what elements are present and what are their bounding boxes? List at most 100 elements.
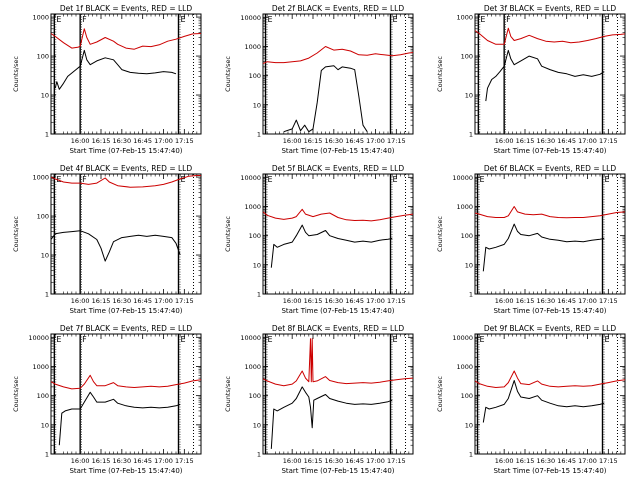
panel-1: Det 1f BLACK = Events, RED = LLD Counts/s…: [12, 4, 202, 155]
x-axis-label: Start Time (07-Feb-15 15:47:40): [493, 147, 606, 155]
panel-title: Det 6f BLACK = Events, RED = LLD: [484, 164, 617, 173]
y-tick-label: 10: [41, 252, 49, 260]
x-tick-label: 16:30: [112, 457, 131, 465]
x-tick-label: 16:30: [324, 457, 343, 465]
y-tick-label: 10: [41, 92, 49, 100]
panel-title: Det 1f BLACK = Events, RED = LLD: [60, 4, 193, 13]
x-tick-label: 17:00: [366, 457, 385, 465]
x-tick-label: 17:00: [154, 457, 173, 465]
series-events-line: [482, 223, 605, 272]
y-tick-label: 10000: [28, 334, 49, 342]
x-tick-label: 16:00: [283, 297, 302, 305]
x-tick-label: 16:15: [92, 297, 111, 305]
y-axis-label: Counts/sec: [436, 56, 444, 92]
series-events-line: [482, 380, 605, 423]
y-tick-label: 1: [257, 131, 261, 139]
series-events-line: [54, 49, 177, 90]
flag-marker-label: E: [393, 175, 398, 184]
flag-marker-label: E: [268, 175, 273, 184]
panel-title: Det 8f BLACK = Events, RED = LLD: [272, 324, 405, 333]
x-tick-label: 16:45: [557, 297, 576, 305]
y-tick-label: 1000: [32, 174, 49, 182]
flag-marker-label: E: [605, 335, 610, 344]
x-tick-label: 16:30: [536, 457, 555, 465]
panel-title: Det 4f BLACK = Events, RED = LLD: [60, 164, 193, 173]
panel-title: Det 7f BLACK = Events, RED = LLD: [60, 324, 193, 333]
y-tick-label: 1: [469, 131, 473, 139]
x-tick-label: 17:00: [366, 297, 385, 305]
x-tick-label: 17:15: [175, 457, 194, 465]
y-tick-label: 1000: [244, 43, 261, 51]
panel-2: Det 2f BLACK = Events, RED = LLD Counts/s…: [224, 4, 414, 155]
flag-marker-label: E: [181, 175, 186, 184]
panel-7: Det 7f BLACK = Events, RED = LLD Counts/s…: [12, 324, 202, 475]
flag-marker-label: E: [480, 335, 485, 344]
y-tick-label: 100: [249, 392, 261, 400]
y-tick-label: 10000: [240, 174, 261, 182]
panel-title: Det 5f BLACK = Events, RED = LLD: [272, 164, 405, 173]
flag-marker-label: E: [181, 335, 186, 344]
y-tick-label: 10: [41, 421, 49, 429]
y-tick-label: 1000: [456, 363, 473, 371]
y-tick-label: 1000: [32, 14, 49, 22]
panel-5: Det 5f BLACK = Events, RED = LLD Counts/s…: [224, 164, 414, 315]
series-lld-line: [474, 370, 626, 388]
x-tick-label: 16:45: [345, 457, 364, 465]
y-axis-label: Counts/sec: [12, 216, 20, 252]
series-lld-line: [262, 208, 414, 222]
x-tick-label: 17:00: [154, 137, 173, 145]
x-tick-label: 16:15: [92, 457, 111, 465]
series-lld-line: [474, 206, 626, 219]
flag-marker-label: F: [82, 335, 87, 344]
y-tick-label: 1: [257, 291, 261, 299]
x-tick-label: 16:30: [324, 137, 343, 145]
x-tick-label: 16:30: [112, 297, 131, 305]
y-tick-label: 100: [249, 72, 261, 80]
series-events-line: [270, 386, 393, 449]
series-lld-line: [50, 175, 201, 188]
y-tick-label: 100: [461, 53, 473, 61]
x-axis-label: Start Time (07-Feb-15 15:47:40): [281, 307, 394, 315]
flag-marker-label: E: [605, 15, 610, 24]
flag-marker-label: E: [56, 175, 61, 184]
y-axis-label: Counts/sec: [12, 376, 20, 412]
y-axis-label: Counts/sec: [224, 56, 232, 92]
flag-marker-label: E: [268, 15, 273, 24]
y-tick-label: 10000: [240, 14, 261, 22]
x-tick-label: 16:45: [345, 137, 364, 145]
x-tick-label: 17:15: [387, 137, 406, 145]
x-tick-label: 16:30: [324, 297, 343, 305]
series-lld-line: [262, 338, 414, 387]
y-tick-label: 1000: [244, 203, 261, 211]
y-tick-label: 10: [253, 101, 261, 109]
x-axis-label: Start Time (07-Feb-15 15:47:40): [493, 467, 606, 475]
y-tick-label: 100: [461, 232, 473, 240]
flag-marker-label: F: [82, 15, 87, 24]
x-tick-label: 17:15: [599, 297, 618, 305]
flag-marker-label: F: [506, 15, 511, 24]
panel-title: Det 9f BLACK = Events, RED = LLD: [484, 324, 617, 333]
flag-marker-label: E: [480, 175, 485, 184]
flag-marker-label: E: [393, 15, 398, 24]
panel-title: Det 3f BLACK = Events, RED = LLD: [484, 4, 617, 13]
x-axis-label: Start Time (07-Feb-15 15:47:40): [281, 467, 394, 475]
x-tick-label: 16:15: [516, 457, 535, 465]
flag-marker-label: F: [82, 175, 87, 184]
x-tick-label: 16:45: [557, 457, 576, 465]
x-tick-label: 17:00: [366, 137, 385, 145]
x-tick-label: 17:15: [387, 297, 406, 305]
x-tick-label: 16:15: [516, 297, 535, 305]
x-tick-label: 16:15: [304, 297, 323, 305]
x-tick-label: 16:30: [536, 137, 555, 145]
series-lld-line: [474, 27, 626, 45]
x-tick-label: 17:00: [154, 297, 173, 305]
y-tick-label: 1: [257, 451, 261, 459]
x-tick-label: 16:00: [71, 297, 90, 305]
x-tick-label: 16:00: [71, 457, 90, 465]
x-tick-label: 16:00: [283, 137, 302, 145]
y-tick-label: 10000: [452, 334, 473, 342]
flag-marker-label: E: [56, 15, 61, 24]
x-tick-label: 16:15: [516, 137, 535, 145]
x-axis-label: Start Time (07-Feb-15 15:47:40): [69, 147, 182, 155]
